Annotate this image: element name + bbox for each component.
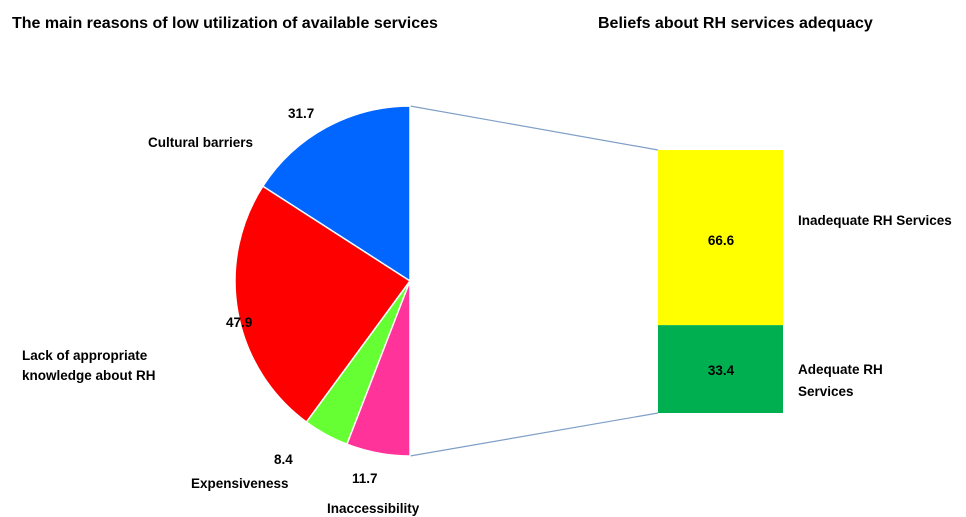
slice-label-cultural-barriers: Cultural barriers bbox=[148, 135, 253, 150]
bar-value-adequate: 33.4 bbox=[708, 363, 735, 378]
connector-line-bottom bbox=[409, 412, 659, 457]
bar-segment-inadequate-rh-services bbox=[658, 150, 783, 326]
slice-value-inaccessibility: 11.7 bbox=[352, 471, 378, 486]
bar-chart-title: Beliefs about RH services adequacy bbox=[598, 15, 873, 32]
bar-label-inadequate: Inadequate RH Services bbox=[798, 213, 952, 228]
bar-value-inadequate: 66.6 bbox=[708, 233, 735, 248]
slice-label-lack-of-knowledge-line2: knowledge about RH bbox=[22, 368, 156, 383]
bar-label-adequate-line1: Adequate RH bbox=[798, 362, 883, 377]
stacked-bar bbox=[658, 150, 783, 413]
slice-label-lack-of-knowledge-line1: Lack of appropriate bbox=[22, 348, 148, 363]
slice-value-expensiveness: 8.4 bbox=[274, 452, 293, 467]
bar-segment-adequate-rh-services bbox=[658, 325, 783, 413]
pie-slices bbox=[234, 105, 412, 457]
slice-value-lack-of-knowledge: 47.9 bbox=[226, 315, 252, 330]
bar-label-adequate-line2: Services bbox=[798, 384, 854, 399]
pie-chart-title: The main reasons of low utilization of a… bbox=[12, 15, 438, 32]
slice-label-expensiveness: Expensiveness bbox=[191, 476, 289, 491]
slice-value-cultural-barriers: 31.7 bbox=[288, 106, 314, 121]
connector-line-top bbox=[409, 105, 659, 151]
slice-label-inaccessibility: Inaccessibility bbox=[327, 501, 420, 516]
pie-slice-lack-of-appropriate-knowledge-about-rh bbox=[234, 185, 412, 424]
pie-slice-cultural-barriers bbox=[261, 105, 411, 283]
